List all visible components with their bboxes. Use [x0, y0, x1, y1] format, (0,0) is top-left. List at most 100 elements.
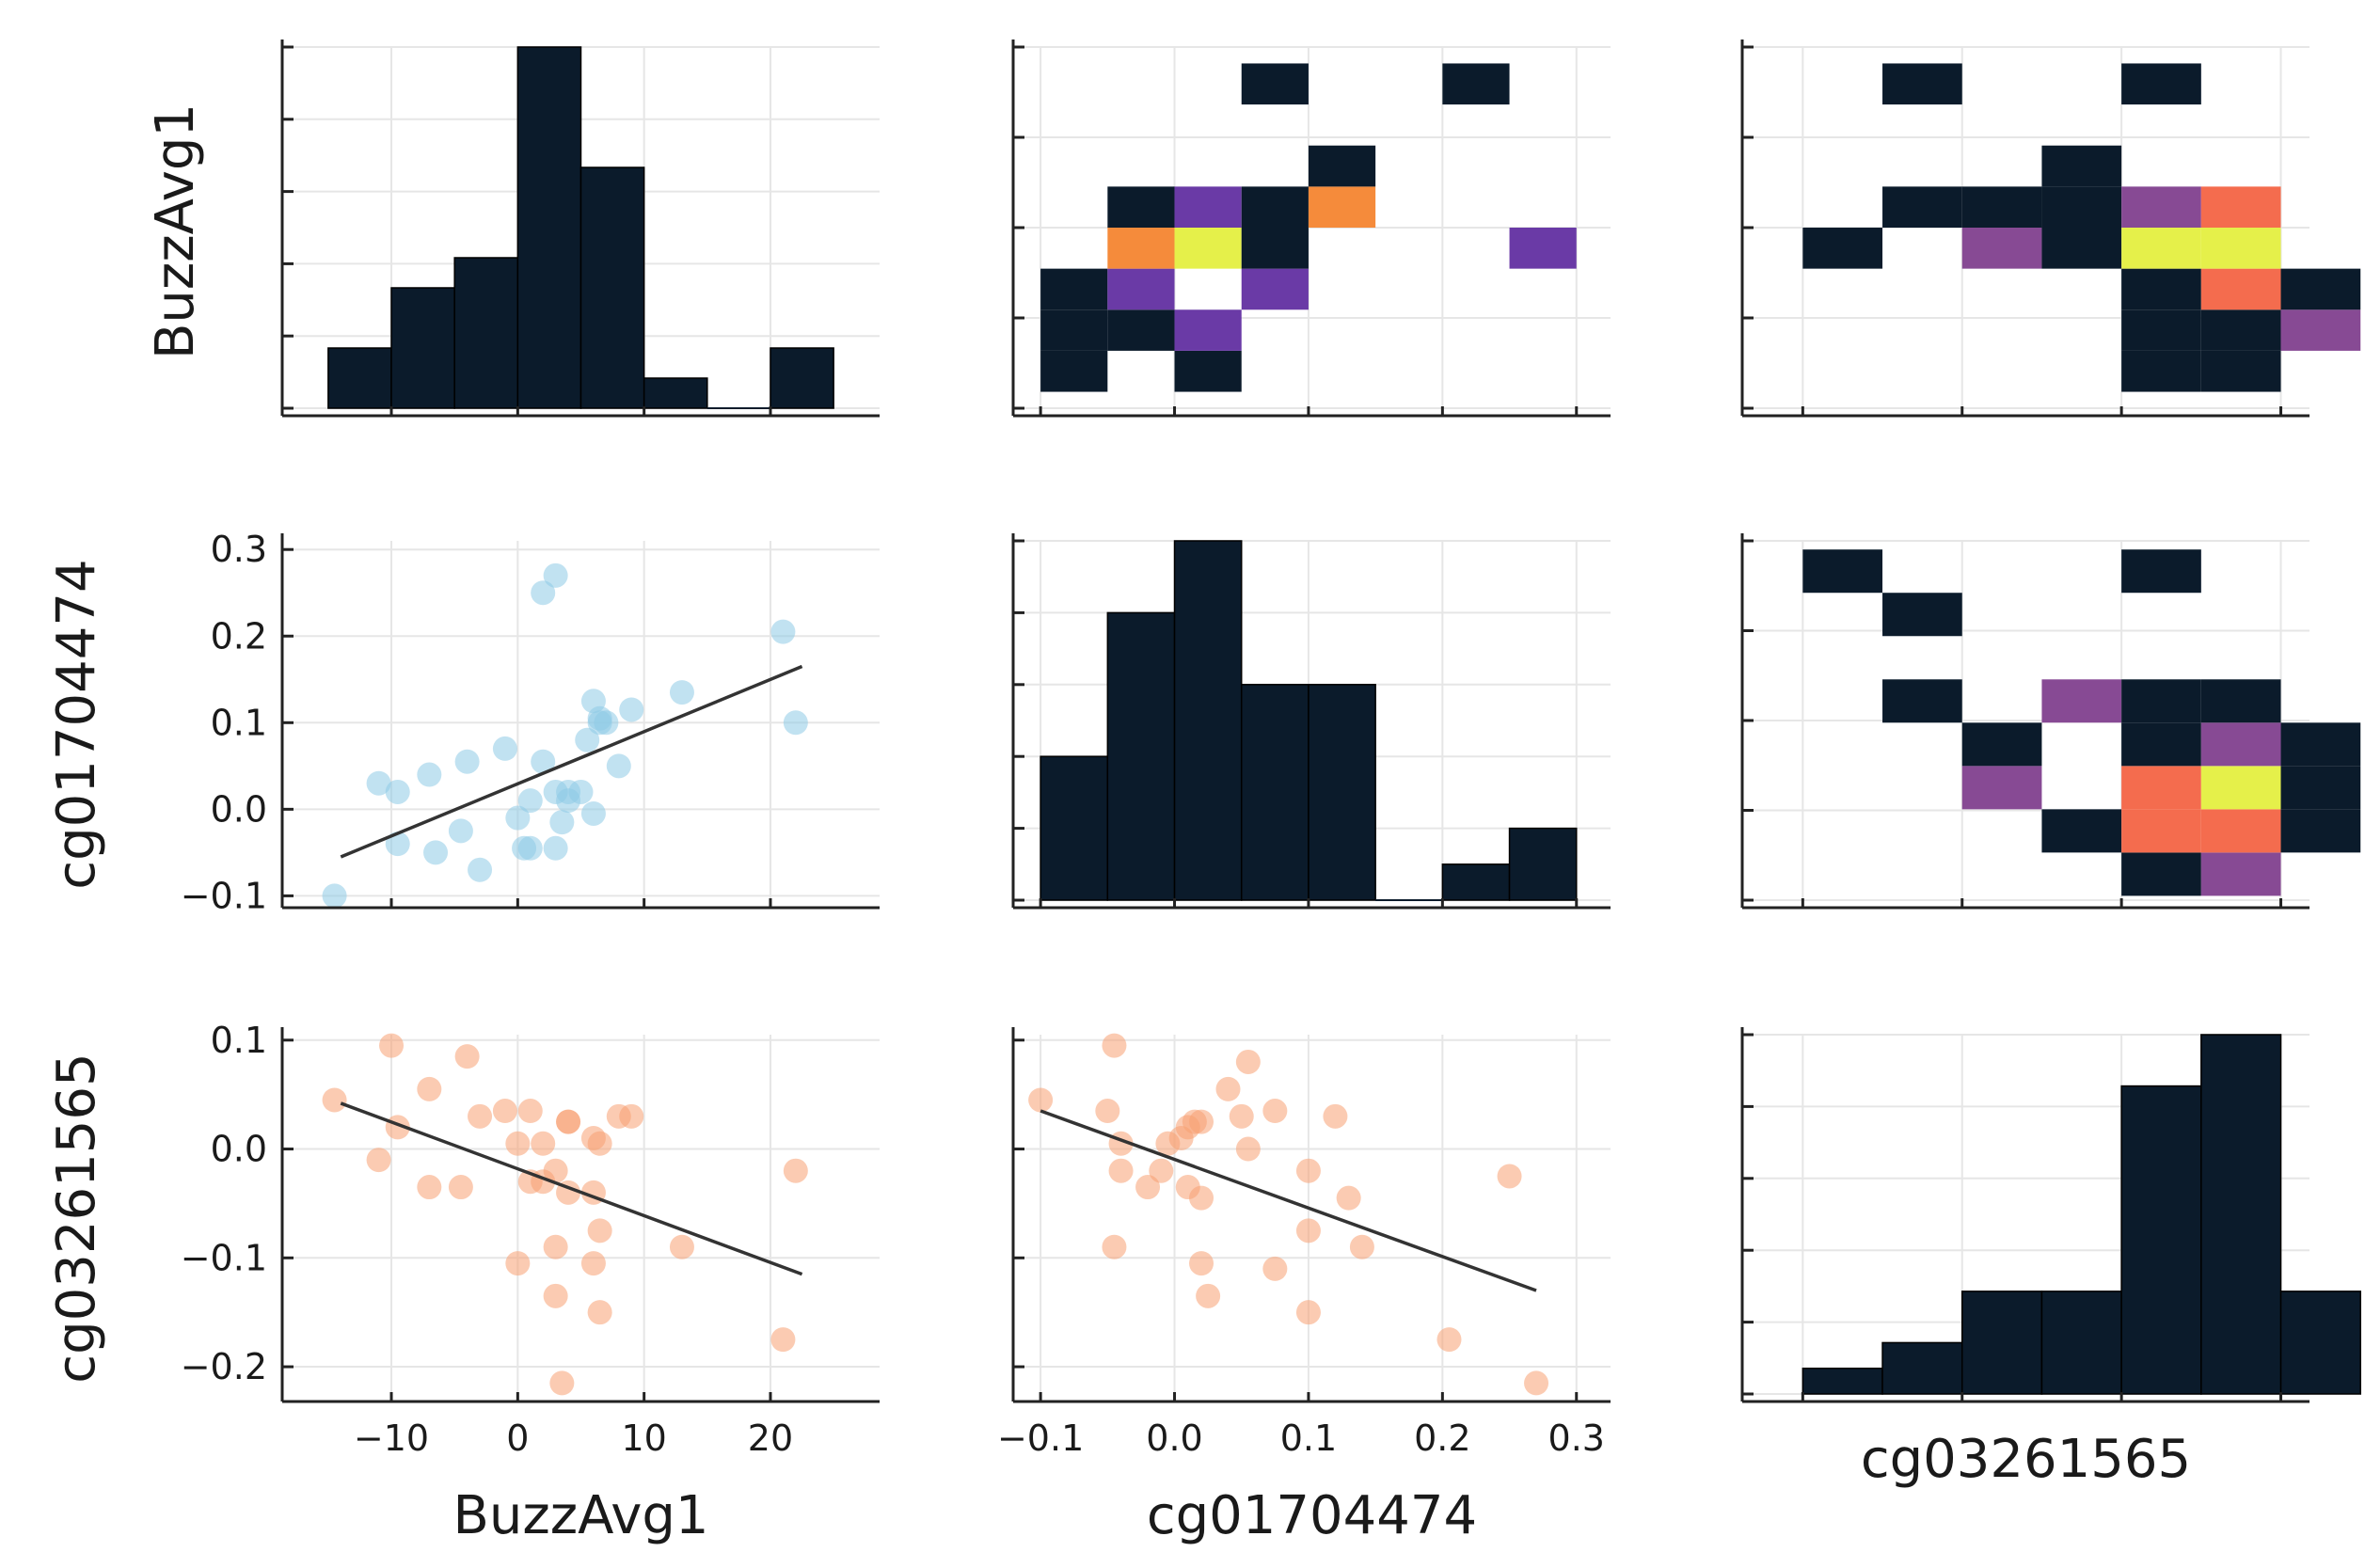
heatmap-cg03261565-BuzzAvg1-cell	[2200, 186, 2281, 228]
scatter-cg01704474-cg03261565-point	[1295, 1158, 1321, 1183]
heatmap-cg03261565-BuzzAvg1-cell	[2200, 268, 2281, 310]
heatmap-cg01704474-BuzzAvg1-cell	[1174, 228, 1242, 269]
heatmap-cg01704474-BuzzAvg1-cell	[1308, 145, 1376, 187]
panel-1-0-ytick-label: 0.0	[211, 788, 267, 830]
heatmap-cg03261565-cg01704474-cell	[2121, 679, 2201, 723]
y-axis-title-BuzzAvg1: BuzzAvg1	[145, 103, 206, 359]
panel-2-0-ytick-label: −0.2	[181, 1346, 267, 1387]
heatmap-cg03261565-BuzzAvg1-cell	[2200, 309, 2281, 351]
scatter-BuzzAvg1-cg03261565-point	[322, 1087, 347, 1113]
scatter-BuzzAvg1-cg01704474-point	[549, 810, 575, 835]
heatmap-cg01704474-BuzzAvg1-cell	[1509, 228, 1577, 269]
scatter-BuzzAvg1-cg03261565-point	[549, 1370, 575, 1396]
scatter-BuzzAvg1-cg03261565-point	[580, 1251, 606, 1276]
scatter-BuzzAvg1-cg01704474-point	[448, 818, 473, 844]
scatter-cg01704474-cg03261565-point	[1102, 1234, 1127, 1259]
hist-BuzzAvg1-bar	[516, 46, 582, 409]
scatter-BuzzAvg1-cg03261565-fit-line	[340, 1101, 803, 1276]
hist-BuzzAvg1-bar	[390, 287, 455, 409]
scatter-BuzzAvg1-cg01704474-point	[580, 800, 606, 826]
panel-2-0-xtick-label: −10	[354, 1418, 429, 1459]
scatter-cg01704474-cg03261565-point	[1497, 1164, 1522, 1189]
scatter-BuzzAvg1-cg03261565-point	[619, 1103, 644, 1129]
scatter-BuzzAvg1-cg01704474-point	[512, 835, 537, 861]
heatmap-cg03261565-cg01704474-cell	[1882, 679, 1962, 723]
panel-2-0-ytick-label: −0.1	[181, 1237, 267, 1278]
hist-cg01704474-bar	[1308, 684, 1376, 901]
heatmap-cg03261565-cg01704474-cell	[2200, 679, 2281, 723]
heatmap-cg01704474-BuzzAvg1-cell	[1107, 309, 1175, 351]
hist-cg01704474-bar	[1106, 611, 1176, 901]
scatter-BuzzAvg1-cg03261565-point	[587, 1131, 612, 1156]
heatmap-cg03261565-BuzzAvg1-cell	[2041, 186, 2122, 228]
heatmap-cg03261565-cg01704474-cell	[2121, 549, 2201, 594]
scatter-BuzzAvg1-cg01704474-point	[454, 749, 480, 774]
scatter-cg01704474-cg03261565-point	[1295, 1300, 1321, 1325]
hist-BuzzAvg1-bar	[770, 347, 834, 409]
heatmap-cg03261565-cg01704474-cell	[2280, 809, 2361, 853]
y-axis-title-cg01704474: cg01704474	[46, 559, 107, 889]
scatter-cg01704474-cg03261565-point	[1323, 1103, 1348, 1129]
heatmap-cg03261565-cg01704474-cell	[2041, 679, 2122, 723]
hist-cg03261565-bar	[2200, 1034, 2282, 1395]
hist-cg03261565-bar	[1960, 1291, 2043, 1395]
scatter-cg01704474-cg03261565-point	[1295, 1218, 1321, 1243]
scatter-BuzzAvg1-cg01704474-fit-line	[340, 664, 803, 859]
scatter-BuzzAvg1-cg03261565-point	[366, 1148, 391, 1173]
scatter-BuzzAvg1-cg03261565-point	[468, 1103, 493, 1129]
scatter-cg01704474-cg03261565-point	[1215, 1076, 1241, 1101]
scatter-cg01704474-cg03261565-point	[1028, 1087, 1054, 1113]
x-axis-title-cg01704474: cg01704474	[1147, 1485, 1477, 1546]
scatter-cg01704474-cg03261565-point	[1189, 1109, 1214, 1134]
heatmap-cg01704474-BuzzAvg1-cell	[1040, 309, 1108, 351]
heatmap-cg03261565-BuzzAvg1-cell	[2121, 350, 2201, 392]
scatter-BuzzAvg1-cg01704474-point	[543, 835, 568, 861]
heatmap-cg01704474-BuzzAvg1-cell	[1241, 186, 1309, 228]
heatmap-cg01704474-BuzzAvg1-cell	[1174, 309, 1242, 351]
panel-1-0-ytick-label: 0.1	[211, 702, 267, 743]
scatter-cg01704474-cg03261565-point	[1436, 1327, 1462, 1353]
hist-cg01704474-bar	[1240, 684, 1309, 901]
x-axis-title-cg03261565: cg03261565	[1861, 1429, 2191, 1490]
heatmap-cg03261565-BuzzAvg1-cell	[1882, 63, 1962, 105]
heatmap-cg03261565-BuzzAvg1-cell	[1802, 228, 1883, 269]
hist-cg01704474-bar	[1441, 863, 1511, 901]
heatmap-cg03261565-BuzzAvg1-cell	[2200, 228, 2281, 269]
scatter-BuzzAvg1-cg01704474-point	[606, 753, 631, 779]
heatmap-cg03261565-BuzzAvg1-cell	[2280, 268, 2361, 310]
scatter-cg01704474-cg03261565-point	[1349, 1234, 1374, 1259]
heatmap-cg03261565-cg01704474-cell	[1882, 593, 1962, 637]
scatter-BuzzAvg1-cg03261565-point	[505, 1131, 531, 1156]
heatmap-cg03261565-cg01704474-cell	[2121, 722, 2201, 767]
hist-cg01704474-bar	[1173, 540, 1243, 901]
hist-cg03261565-bar	[2120, 1085, 2202, 1395]
panel-2-1-xtick-label: 0.1	[1280, 1418, 1337, 1459]
heatmap-cg03261565-BuzzAvg1-cell	[1882, 186, 1962, 228]
scatter-BuzzAvg1-cg03261565-point	[417, 1175, 442, 1200]
heatmap-cg01704474-BuzzAvg1-cell	[1107, 186, 1175, 228]
heatmap-cg03261565-cg01704474-cell	[2041, 809, 2122, 853]
heatmap-cg01704474-BuzzAvg1-cell	[1107, 268, 1175, 310]
scatter-cg01704474-cg03261565-point	[1095, 1099, 1120, 1124]
panel-1-0-ytick-label: −0.1	[181, 875, 267, 916]
scatter-cg01704474-cg03261565-point	[1229, 1103, 1254, 1129]
scatter-BuzzAvg1-cg03261565-point	[783, 1158, 808, 1183]
heatmap-cg03261565-BuzzAvg1-cell	[2041, 145, 2122, 187]
scatter-BuzzAvg1-cg03261565-point	[543, 1158, 568, 1183]
scatter-BuzzAvg1-cg01704474-point	[543, 562, 568, 588]
scatter-cg01704474-cg03261565-point	[1262, 1256, 1288, 1281]
panel-2-0-ytick-label: 0.1	[211, 1020, 267, 1061]
panel-2-1-xtick-label: −0.1	[997, 1418, 1084, 1459]
heatmap-cg01704474-BuzzAvg1-cell	[1241, 268, 1309, 310]
heatmap-cg01704474-BuzzAvg1-cell	[1241, 228, 1309, 269]
scatter-cg01704474-cg03261565-point	[1102, 1033, 1127, 1058]
scatter-cg01704474-cg03261565-point	[1196, 1283, 1221, 1308]
x-axis-title-BuzzAvg1: BuzzAvg1	[452, 1485, 708, 1546]
hist-cg01704474-bar	[1040, 755, 1109, 901]
scatter-cg01704474-cg03261565-point	[1262, 1099, 1288, 1124]
panel-2-1-xtick-label: 0.0	[1146, 1418, 1202, 1459]
scatter-BuzzAvg1-cg03261565-point	[543, 1234, 568, 1259]
heatmap-cg03261565-cg01704474-cell	[2280, 722, 2361, 767]
heatmap-cg03261565-BuzzAvg1-cell	[2121, 186, 2201, 228]
scatter-BuzzAvg1-cg01704474-point	[366, 770, 391, 796]
